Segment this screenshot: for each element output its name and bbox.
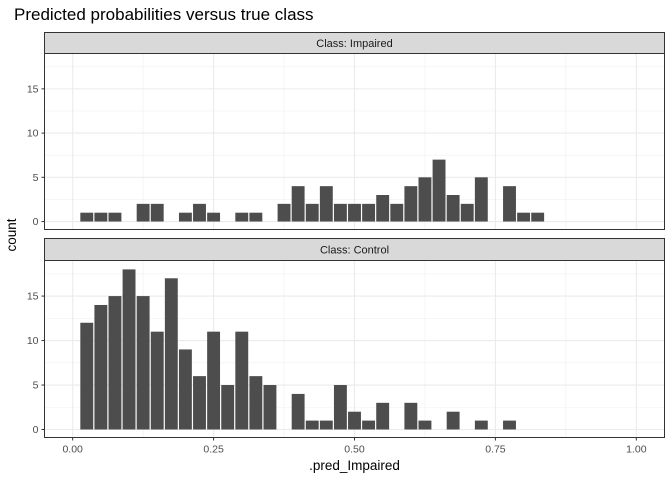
y-tick-label: 10 (27, 128, 39, 140)
histogram-bar (249, 212, 263, 222)
y-tick-label: 15 (27, 291, 39, 303)
y-tick-label: 10 (27, 335, 39, 347)
histogram-bar (178, 212, 192, 222)
facet-strip-label: Class: Impaired (316, 38, 392, 50)
histogram-bar (94, 212, 108, 222)
x-axis: 0.00 0.25 0.50 0.75 1.00 (62, 437, 647, 456)
histogram-bar (221, 385, 235, 430)
histogram-bar (474, 420, 488, 430)
histogram-bar (305, 203, 319, 222)
histogram-bar (376, 195, 390, 222)
histogram-bar (108, 212, 122, 222)
x-tick-label: 0.00 (62, 444, 83, 456)
histogram-bar (348, 411, 361, 430)
histogram-bar (503, 420, 516, 430)
histogram-bar (418, 420, 432, 430)
histogram-bar (122, 269, 136, 430)
x-tick-label: 0.25 (203, 444, 224, 456)
facet-panels: Class: Impaired 0 5 10 15 Class: Control 0 5 10 1… (27, 32, 665, 438)
histogram-bar (80, 322, 94, 430)
histogram-bar (291, 186, 305, 222)
x-tick-label: 0.50 (344, 444, 365, 456)
histogram-bar (362, 420, 376, 430)
histogram-bar (474, 177, 488, 222)
histogram-bar (291, 393, 305, 430)
histogram-bar (235, 331, 249, 430)
facet-panel: Class: Impaired 0 5 10 15 (27, 32, 665, 230)
histogram-bar (164, 278, 178, 430)
histogram-bar (446, 411, 460, 430)
facet-panel: Class: Control 0 5 10 15 (27, 238, 665, 438)
histogram-bar (249, 376, 263, 430)
histogram-bar (390, 203, 404, 222)
histogram-bar (136, 296, 150, 430)
histogram-bar (193, 376, 206, 430)
histogram-bar (319, 186, 333, 222)
histogram-bar (333, 203, 347, 222)
histogram-bar (235, 212, 249, 222)
histogram-bar (517, 212, 531, 222)
histogram-bar (108, 296, 122, 430)
histogram-bar (150, 331, 164, 430)
histogram-bar (376, 402, 390, 430)
x-axis-label: .pred_Impaired (309, 458, 400, 473)
y-tick-label: 15 (27, 83, 39, 95)
y-axis-label: count (4, 218, 19, 251)
histogram-bar (178, 349, 192, 430)
y-tick-label: 5 (33, 380, 39, 392)
x-tick-label: 0.75 (485, 444, 506, 456)
histogram-bar (94, 304, 108, 430)
histogram-bar (207, 212, 221, 222)
chart-title: Predicted probabilities versus true clas… (14, 5, 314, 24)
histogram-bar (531, 212, 545, 222)
histogram-bar (333, 385, 347, 430)
histogram-bar (150, 203, 164, 222)
histogram-bar (305, 420, 319, 430)
histogram-bar (404, 402, 418, 430)
histogram-bar (207, 331, 221, 430)
histogram-bar (460, 203, 474, 222)
histogram-bar (404, 186, 418, 222)
histogram-bar (263, 385, 277, 430)
facet-strip-label: Class: Control (320, 245, 389, 257)
y-tick-label: 0 (33, 216, 39, 228)
histogram-bar (348, 203, 361, 222)
histogram-bar (362, 203, 376, 222)
histogram-bar (418, 177, 432, 222)
histogram-bar (319, 420, 333, 430)
y-tick-label: 0 (33, 424, 39, 436)
histogram-bar (432, 159, 446, 222)
histogram-bar (446, 195, 460, 222)
histogram-bar (193, 203, 206, 222)
plot-panel-border (44, 53, 665, 230)
x-tick-label: 1.00 (626, 444, 647, 456)
y-tick-label: 5 (33, 172, 39, 184)
histogram-bar (80, 212, 94, 222)
histogram-bar (503, 186, 516, 222)
histogram-bar (277, 203, 291, 222)
histogram-bar (136, 203, 150, 222)
